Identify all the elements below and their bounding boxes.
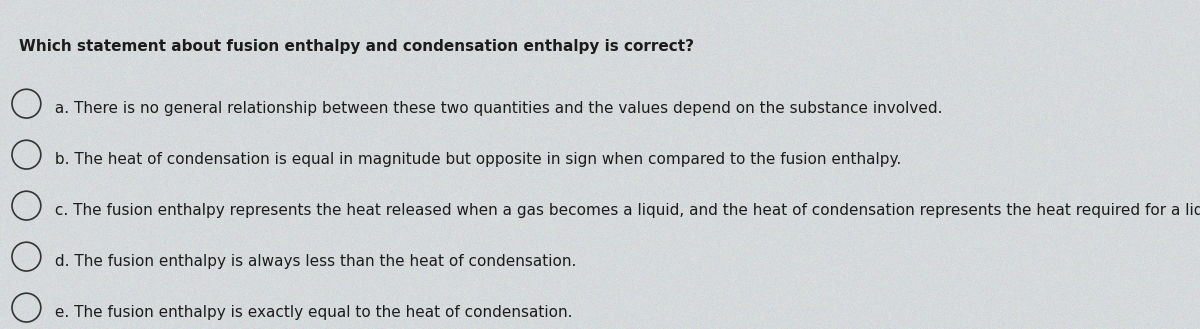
Text: b. The heat of condensation is equal in magnitude but opposite in sign when comp: b. The heat of condensation is equal in … — [50, 152, 901, 167]
Text: e. The fusion enthalpy is exactly equal to the heat of condensation.: e. The fusion enthalpy is exactly equal … — [50, 305, 572, 320]
Text: a. There is no general relationship between these two quantities and the values : a. There is no general relationship betw… — [50, 101, 943, 116]
Text: Which statement about fusion enthalpy and condensation enthalpy is correct?: Which statement about fusion enthalpy an… — [19, 39, 695, 55]
Text: c. The fusion enthalpy represents the heat released when a gas becomes a liquid,: c. The fusion enthalpy represents the he… — [50, 203, 1200, 218]
Text: d. The fusion enthalpy is always less than the heat of condensation.: d. The fusion enthalpy is always less th… — [50, 254, 577, 269]
